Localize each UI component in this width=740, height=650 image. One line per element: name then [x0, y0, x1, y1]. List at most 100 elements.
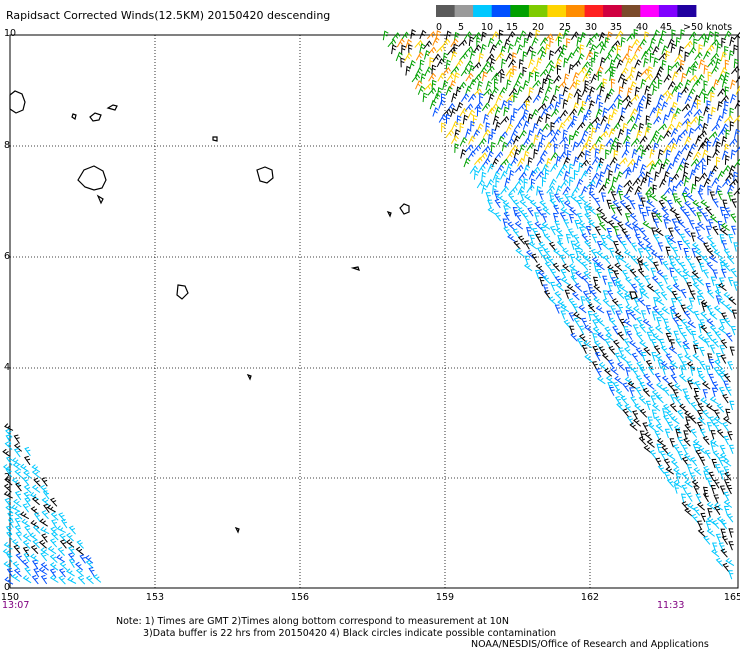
wind-barb	[703, 242, 710, 252]
wind-barb	[631, 137, 640, 146]
wind-barb	[632, 410, 639, 420]
wind-barb	[546, 256, 555, 265]
wind-barb	[676, 296, 683, 306]
wind-barb	[629, 212, 638, 222]
wind-barb	[646, 255, 655, 265]
wind-barb	[464, 46, 474, 54]
wind-barb	[599, 143, 605, 154]
wind-barb	[651, 207, 661, 216]
wind-barb	[694, 123, 703, 132]
wind-barb	[481, 184, 488, 194]
wind-barb	[24, 446, 31, 457]
wind-barb	[523, 95, 532, 104]
wind-barb	[630, 66, 636, 77]
wind-barb	[709, 191, 715, 201]
wind-barb	[724, 471, 732, 481]
wind-barb	[637, 261, 644, 271]
wind-barb	[627, 45, 633, 55]
wind-barb	[56, 525, 66, 534]
wind-barb	[581, 317, 587, 328]
wind-barb	[720, 519, 728, 530]
wind-barb	[548, 64, 556, 75]
wind-barb	[728, 50, 735, 60]
wind-barb	[634, 59, 642, 69]
wind-barb	[550, 281, 556, 292]
wind-barb	[649, 106, 658, 117]
wind-barb	[573, 242, 583, 251]
wind-barb	[649, 163, 657, 173]
wind-barb	[587, 284, 593, 294]
wind-barb	[693, 395, 700, 405]
wind-barb	[473, 88, 482, 97]
wind-barb	[528, 170, 536, 180]
wind-barb	[654, 430, 661, 440]
wind-barb	[679, 403, 688, 413]
wind-barb	[581, 275, 589, 285]
wind-barb	[624, 100, 633, 110]
wind-barb	[552, 262, 561, 272]
wind-barb	[649, 192, 658, 202]
wind-barb	[607, 268, 613, 279]
scale-label: 5	[458, 22, 464, 33]
wind-barb	[694, 176, 700, 186]
wind-barb	[426, 31, 436, 40]
wind-barb	[559, 212, 566, 222]
wind-barb	[719, 206, 725, 217]
wind-barb	[607, 114, 614, 125]
wind-barb	[705, 283, 711, 293]
wind-barb	[699, 428, 706, 438]
wind-barb	[539, 37, 548, 46]
wind-barb	[591, 172, 600, 182]
wind-barb	[695, 256, 702, 266]
note-line-3: NOAA/NESDIS/Office of Research and Appli…	[471, 639, 709, 650]
scale-label: 15	[506, 22, 518, 33]
wind-barb	[453, 31, 460, 42]
wind-barb	[679, 129, 688, 138]
wind-barb	[618, 284, 628, 293]
wind-barb	[567, 228, 574, 238]
wind-barb	[675, 121, 683, 131]
wind-barb	[588, 219, 597, 229]
wind-barb	[59, 561, 68, 571]
wind-barb	[465, 72, 474, 82]
wind-barb	[458, 39, 468, 47]
wind-barb	[718, 325, 727, 335]
wind-barb	[617, 99, 624, 109]
lat-tick-2: 2	[4, 472, 10, 483]
wind-barb	[596, 261, 605, 271]
wind-barb	[584, 212, 591, 222]
wind-barb	[654, 158, 663, 168]
wind-barb	[635, 386, 642, 397]
wind-barb	[604, 93, 612, 103]
wind-barb	[626, 33, 635, 42]
wind-barb	[705, 365, 711, 375]
wind-barb	[705, 44, 715, 53]
wind-barb	[714, 359, 722, 369]
wind-barb	[693, 467, 702, 476]
wind-barb	[573, 156, 580, 167]
wind-barb	[684, 211, 691, 221]
wind-barb	[703, 106, 710, 116]
wind-barb	[653, 115, 662, 125]
wind-barb	[472, 129, 481, 139]
wind-barb	[501, 58, 507, 69]
wind-barb	[724, 115, 733, 123]
wind-barb	[14, 469, 23, 478]
wind-barb	[531, 166, 541, 175]
wind-barb	[560, 268, 567, 279]
wind-barb	[498, 29, 504, 40]
wind-barb	[436, 87, 443, 97]
wind-barb	[629, 340, 638, 349]
wind-barb	[652, 29, 660, 39]
wind-barb	[450, 50, 458, 61]
wind-barb	[703, 36, 710, 47]
wind-barb	[438, 99, 446, 109]
wind-barb	[545, 59, 554, 69]
wind-barb	[710, 39, 719, 47]
wind-barb	[607, 359, 615, 369]
wind-barb	[709, 254, 718, 264]
wind-barb	[578, 250, 588, 259]
wind-barb	[581, 344, 588, 354]
wind-barb	[555, 155, 562, 166]
wind-barb	[603, 53, 613, 62]
